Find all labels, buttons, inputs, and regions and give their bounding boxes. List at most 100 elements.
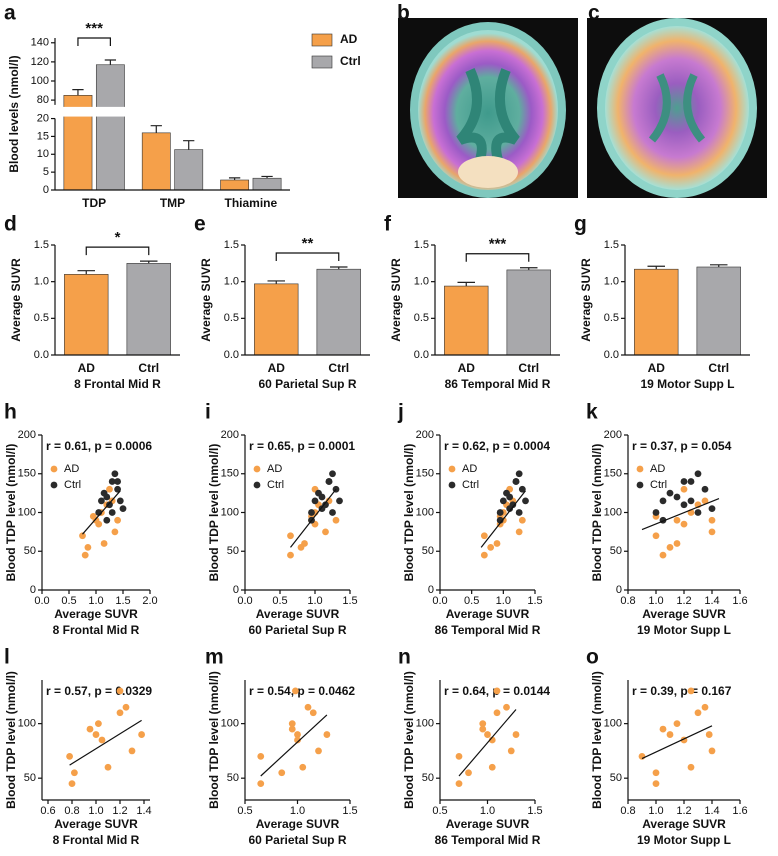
data-point: [257, 752, 265, 760]
data-point: [100, 540, 108, 547]
x-tick-label: Ctrl: [518, 361, 539, 375]
error-bar: [520, 267, 538, 270]
x-tick-label: 1.0: [648, 805, 663, 817]
data-point: [336, 497, 343, 505]
panel-letter: b: [397, 2, 410, 25]
legend-swatch: [311, 33, 333, 47]
bar: [95, 64, 125, 191]
data-point: [680, 478, 688, 485]
error-bar: [267, 280, 285, 284]
y-tick-label: 0: [43, 184, 49, 196]
data-point: [518, 516, 526, 524]
data-point: [673, 720, 681, 728]
error-bar: [710, 264, 728, 267]
data-point: [111, 528, 119, 536]
y-tick-label: 100: [18, 718, 36, 730]
x-tick-label: Ctrl: [138, 361, 159, 375]
x-axis-subtitle: 60 Parietal Sup R: [248, 833, 346, 847]
legend-label: AD: [267, 463, 282, 475]
y-tick-label: 100: [416, 718, 434, 730]
x-tick-label: 1.5: [115, 595, 130, 607]
annotation: r = 0.57, p = 0.0329: [46, 684, 152, 698]
legend-marker: [253, 465, 261, 473]
error-bar: [330, 266, 348, 270]
data-point: [522, 497, 529, 505]
x-axis-label: 8 Frontal Mid R: [74, 377, 161, 391]
data-point: [708, 747, 716, 755]
data-point: [116, 709, 124, 717]
x-tick-label: 1.2: [112, 805, 127, 817]
data-point: [687, 497, 695, 505]
bar: [506, 269, 551, 356]
significance-bracket: [85, 246, 150, 256]
x-tick-label: 2.0: [142, 595, 157, 607]
y-tick-label: 80: [37, 94, 49, 106]
brain-image-c: [587, 18, 767, 198]
x-tick-label: 1.4: [704, 595, 719, 607]
data-point: [479, 725, 487, 733]
y-tick-label: 0: [616, 584, 622, 596]
data-point: [687, 687, 695, 695]
y-tick-label: 1.5: [414, 239, 429, 251]
significance-bracket: [465, 253, 530, 262]
fit-line: [641, 725, 713, 760]
x-tick-label: 1.5: [342, 805, 357, 817]
data-point: [694, 709, 702, 717]
x-tick-label: 1.0: [88, 805, 103, 817]
data-point: [122, 703, 130, 711]
x-tick-label: 1.0: [496, 595, 511, 607]
y-tick-label: 0.5: [34, 312, 49, 324]
x-tick-label: 1.2: [676, 805, 691, 817]
y-tick-label: 0: [30, 584, 36, 596]
x-tick-label: 1.6: [732, 805, 747, 817]
x-tick-label: AD: [458, 361, 476, 375]
data-point: [92, 731, 100, 738]
x-tick-label: 0.5: [464, 595, 479, 607]
y-tick-label: 10: [37, 148, 49, 160]
x-axis-subtitle: 8 Frontal Mid R: [53, 833, 140, 847]
data-point: [455, 752, 463, 760]
x-axis-label: Average SUVR: [54, 607, 138, 621]
x-tick-label: Ctrl: [328, 361, 349, 375]
data-point: [465, 769, 472, 777]
legend-marker: [253, 481, 261, 489]
data-point: [673, 493, 681, 501]
x-axis-label: Average SUVR: [446, 817, 530, 831]
data-point: [71, 769, 78, 777]
bar: [444, 285, 489, 356]
annotation: r = 0.39, p = 0.167: [632, 684, 732, 698]
y-tick-label: 200: [416, 429, 434, 441]
x-tick-label: 1.0: [88, 595, 103, 607]
y-tick-label: 1.0: [34, 276, 49, 288]
x-axis-label: Average SUVR: [446, 607, 530, 621]
y-axis-label: Blood TDP level (nmol/l): [4, 671, 18, 809]
y-tick-label: 50: [610, 772, 622, 784]
y-tick-label: 20: [37, 112, 49, 124]
x-axis-label: Average SUVR: [256, 817, 340, 831]
y-axis-label: Average SUVR: [199, 258, 213, 342]
data-point: [294, 731, 301, 738]
data-point: [288, 720, 296, 728]
data-point: [506, 493, 514, 501]
data-point: [84, 543, 92, 551]
fit-line: [69, 719, 142, 766]
data-point: [287, 532, 294, 540]
data-point: [479, 720, 487, 728]
data-point: [98, 497, 105, 505]
legend-marker: [636, 465, 644, 473]
data-point: [659, 551, 667, 559]
y-tick-label: 0.0: [224, 349, 239, 361]
error-bar: [261, 175, 273, 179]
legend-label: Ctrl: [64, 479, 81, 491]
data-point: [95, 520, 103, 528]
data-point: [666, 543, 674, 551]
bar: [254, 283, 299, 356]
data-point: [108, 478, 116, 485]
y-tick-label: 1.5: [224, 239, 239, 251]
data-point: [694, 509, 702, 516]
data-point: [480, 551, 488, 559]
y-tick-label: 5: [43, 166, 49, 178]
data-point: [680, 485, 688, 493]
y-tick-label: 50: [24, 545, 36, 557]
y-tick-label: 1.5: [604, 239, 619, 251]
